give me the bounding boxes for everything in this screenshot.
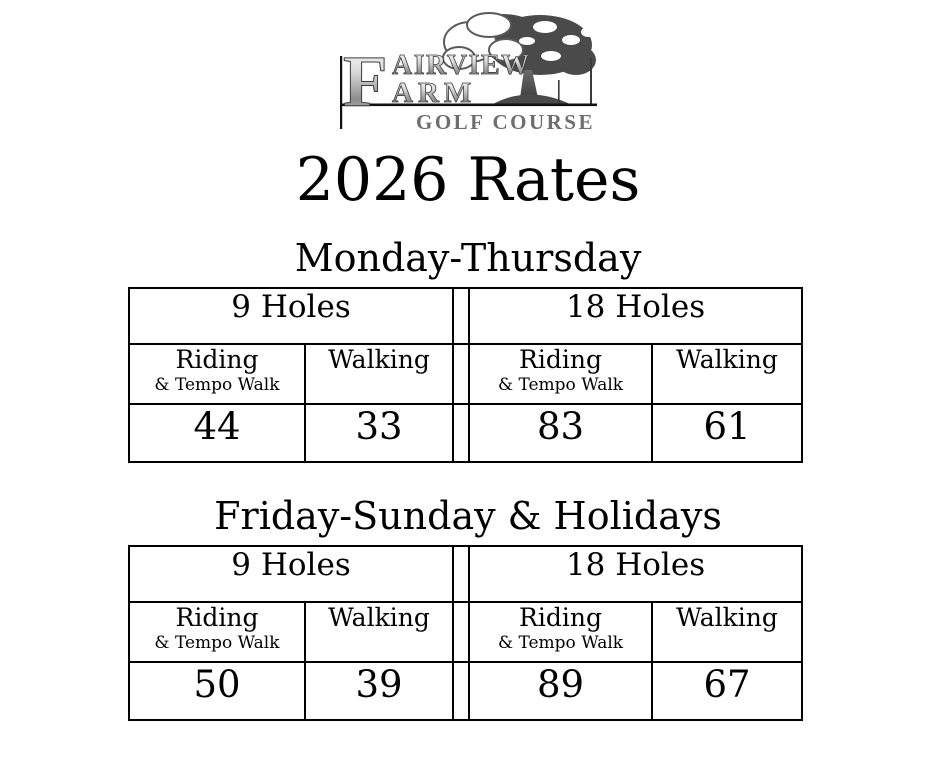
logo-word-airview: AIRVIEW <box>392 50 531 81</box>
logo-initial-f: F <box>343 41 388 122</box>
rate-18-walking: 67 <box>651 661 804 721</box>
spacer-cell <box>452 343 471 405</box>
section-heading-monday-thursday: Monday-Thursday <box>294 236 642 280</box>
col-header-18-walking: Walking <box>651 343 804 405</box>
logo-subtitle: GOLF COURSE <box>416 110 595 134</box>
rate-9-riding: 50 <box>128 661 306 721</box>
flagstick-icon <box>590 58 592 104</box>
col-header-sub: & Tempo Walk <box>154 633 280 653</box>
col-header-18-riding: Riding & Tempo Walk <box>468 343 654 405</box>
col-header-main: Riding <box>175 345 259 374</box>
rates-table-friday-sunday-holidays: 9 Holes 18 Holes Riding & Tempo Walk Wal… <box>127 545 804 721</box>
logo-word-arm: ARM <box>392 77 476 109</box>
col-header-main: Walking <box>328 603 430 632</box>
fairview-farm-logo: F AIRVIEW ARM GOLF COURSE <box>340 12 597 134</box>
col-header-main: Riding <box>519 345 602 374</box>
rate-9-riding: 44 <box>128 403 306 463</box>
rate-9-walking: 33 <box>303 403 455 463</box>
rate-18-walking: 61 <box>651 403 804 463</box>
tree-icon <box>442 12 596 104</box>
spacer-cell <box>452 661 471 721</box>
spacer-cell <box>452 545 471 603</box>
group-header-18-holes: 18 Holes <box>468 287 804 345</box>
col-header-sub: & Tempo Walk <box>497 633 624 653</box>
rate-18-riding: 83 <box>468 403 654 463</box>
col-header-main: Riding <box>175 603 259 632</box>
group-header-18-holes: 18 Holes <box>468 545 804 603</box>
page-title: 2026 Rates <box>295 145 641 215</box>
rate-9-walking: 39 <box>303 661 455 721</box>
col-header-sub: & Tempo Walk <box>154 375 280 395</box>
spacer-cell <box>452 601 471 663</box>
rate-18-riding: 89 <box>468 661 654 721</box>
col-header-9-riding: Riding & Tempo Walk <box>128 343 306 405</box>
col-header-9-walking: Walking <box>303 601 455 663</box>
spacer-cell <box>452 287 471 345</box>
spacer-cell <box>452 403 471 463</box>
col-header-9-riding: Riding & Tempo Walk <box>128 601 306 663</box>
col-header-sub: & Tempo Walk <box>497 375 624 395</box>
group-header-9-holes: 9 Holes <box>127 287 455 345</box>
col-header-main: Riding <box>519 603 602 632</box>
rates-table-monday-thursday: 9 Holes 18 Holes Riding & Tempo Walk Wal… <box>127 287 804 463</box>
col-header-main: Walking <box>676 603 778 632</box>
col-header-main: Walking <box>676 345 778 374</box>
col-header-18-walking: Walking <box>651 601 804 663</box>
col-header-9-walking: Walking <box>303 343 455 405</box>
col-header-main: Walking <box>328 345 430 374</box>
logo-horizontal-rule <box>340 103 597 107</box>
col-header-18-riding: Riding & Tempo Walk <box>468 601 654 663</box>
logo-vertical-rule <box>340 56 343 129</box>
group-header-9-holes: 9 Holes <box>127 545 455 603</box>
section-heading-friday-sunday-holidays: Friday-Sunday & Holidays <box>214 494 722 538</box>
